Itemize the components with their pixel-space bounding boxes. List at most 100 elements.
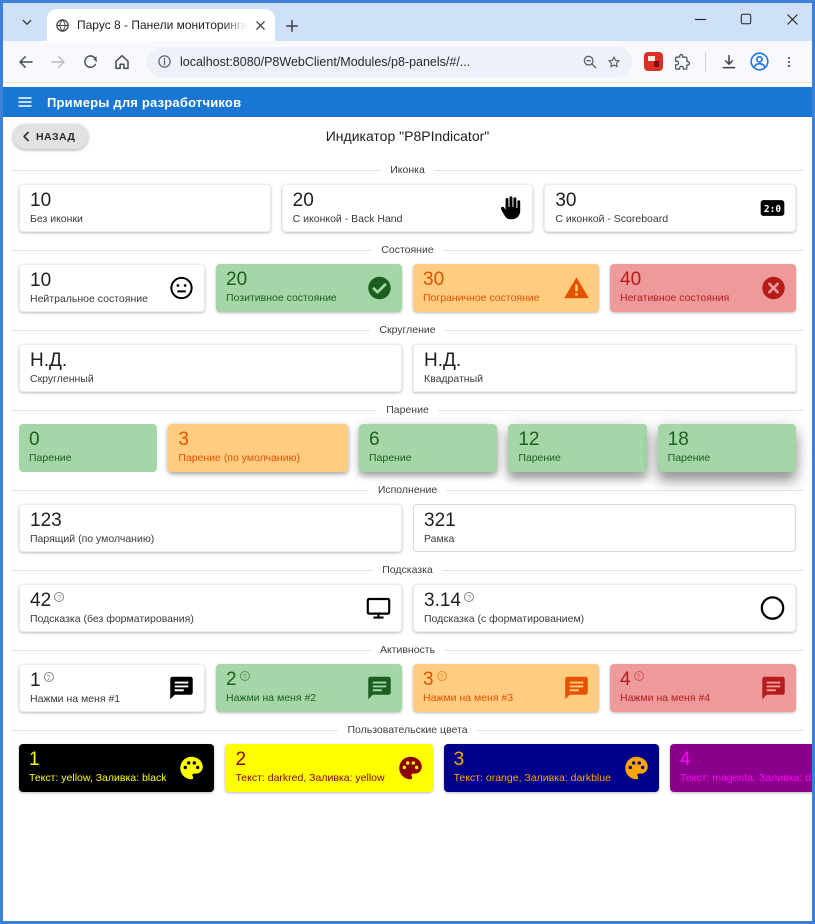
bookmark-star-icon[interactable]	[606, 54, 622, 70]
globe-icon	[55, 18, 70, 33]
divider-line	[11, 649, 371, 651]
indicator-value: 20	[226, 269, 248, 290]
divider-line	[11, 569, 374, 571]
new-tab-button[interactable]	[285, 19, 299, 33]
extension-red-icon[interactable]	[644, 52, 663, 71]
indicator-card[interactable]: 1? Нажми на меня #1	[19, 664, 205, 712]
check-circle-icon	[366, 275, 393, 302]
back-arrow-icon	[19, 55, 33, 68]
help-icon: ?	[54, 592, 65, 602]
back-hand-icon	[496, 195, 523, 222]
indicator-value: 4	[679, 749, 691, 770]
sentiment-neutral-icon	[168, 275, 195, 302]
section-cards-row: 123 Парящий (по умолчанию) 321 Рамка	[19, 504, 796, 552]
window-controls	[690, 9, 802, 29]
indicator-value: 3?	[423, 669, 589, 690]
divider-line	[476, 729, 805, 731]
indicator-value: 2?	[226, 669, 392, 690]
download-icon	[722, 54, 736, 68]
message-icon	[366, 675, 393, 702]
indicator-value: 1?	[30, 670, 194, 691]
divider-line	[11, 729, 339, 731]
indicator-caption: Парение	[667, 452, 711, 464]
indicator-card: 20 С иконкой - Back Hand	[281, 184, 534, 232]
indicator-card: 0 Парение	[19, 424, 158, 472]
indicator-value: 123	[30, 510, 62, 531]
reload-icon	[83, 55, 97, 68]
hamburger-menu-icon[interactable]	[17, 94, 33, 110]
indicator-value: 3	[453, 749, 465, 770]
chevron-left-icon	[23, 131, 29, 142]
indicator-card: 30 Пограничное состояние	[413, 264, 599, 312]
indicator-card: 18 Парение	[657, 424, 796, 472]
indicator-card: 3.14? Подсказка (с форматированием)	[413, 584, 796, 632]
back-chip-button[interactable]: НАЗАД	[13, 124, 89, 149]
section-divider: Иконка	[11, 164, 804, 176]
indicator-card: 30 С иконкой - Scoreboard 2:0	[544, 184, 796, 232]
page-title: Индикатор "P8PIndicator"	[325, 128, 490, 144]
profile-button[interactable]	[748, 51, 770, 73]
indicator-card[interactable]: 4? Нажми на меня #4	[610, 664, 796, 712]
browser-menu-button[interactable]	[776, 49, 802, 75]
indicator-card: 2 Текст: darkred, Заливка: yellow	[225, 744, 433, 792]
indicator-caption: Парение	[29, 452, 72, 464]
window-minimize-button[interactable]	[690, 9, 710, 29]
divider-line	[441, 569, 804, 571]
indicator-card[interactable]: 2? Нажми на меня #2	[216, 664, 402, 712]
zoom-icon[interactable]	[582, 54, 598, 70]
forward-button[interactable]	[45, 49, 71, 75]
help-icon: ?	[239, 671, 250, 681]
indicator-card: Н.Д. Скругленный	[19, 344, 402, 392]
url-text[interactable]: localhost:8080/P8WebClient/Modules/p8-pa…	[180, 54, 471, 69]
indicator-caption: Без иконки	[30, 213, 83, 225]
window-maximize-button[interactable]	[736, 9, 756, 29]
browser-tab[interactable]: Парус 8 - Панели мониторинга	[47, 9, 275, 41]
divider-line	[446, 489, 804, 491]
reload-button[interactable]	[77, 49, 103, 75]
divider-line	[11, 249, 373, 251]
help-icon: ?	[463, 592, 474, 602]
section-divider: Исполнение	[11, 484, 804, 496]
section-cards-row: 42? Подсказка (без форматирования) 3.14? По…	[19, 584, 796, 632]
home-button[interactable]	[109, 49, 135, 75]
indicator-card: 40 Негативное состояния	[610, 264, 796, 312]
section-label: Пользовательские цвета	[347, 724, 468, 736]
indicator-value: 42?	[30, 590, 391, 611]
sections-container: Иконка 10 Без иконки 20 С иконкой - Back Ha…	[3, 164, 812, 792]
tab-close-icon[interactable]	[254, 19, 267, 32]
back-button[interactable]	[13, 49, 39, 75]
section-label: Активность	[379, 644, 436, 656]
indicator-card: 10 Без иконки	[19, 184, 271, 232]
indicator-card: 321 Рамка	[413, 504, 796, 552]
back-chip-label: НАЗАД	[36, 130, 76, 143]
section-cards-row: 0 Парение 3 Парение (по умолчанию) 6 Парение 1…	[19, 424, 796, 472]
address-bar[interactable]: localhost:8080/P8WebClient/Modules/p8-pa…	[147, 46, 632, 77]
extensions-button[interactable]	[669, 49, 695, 75]
download-button[interactable]	[716, 49, 742, 75]
tab-search-button[interactable]	[13, 10, 41, 34]
indicator-value: Н.Д.	[30, 350, 68, 371]
indicator-caption: Подсказка (с форматированием)	[424, 613, 585, 625]
section-label: Состояние	[381, 244, 434, 256]
indicator-value: 30	[423, 269, 445, 290]
indicator-value: 3	[178, 429, 189, 450]
page-info-icon[interactable]	[157, 54, 172, 69]
divider-line	[442, 249, 804, 251]
message-icon	[760, 675, 787, 702]
indicator-card: 12 Парение	[508, 424, 647, 472]
divider-line	[433, 169, 804, 171]
indicator-card: 42? Подсказка (без форматирования)	[19, 584, 402, 632]
section-label: Скругление	[379, 324, 436, 336]
indicator-value: 1	[29, 749, 40, 770]
window-close-button[interactable]	[782, 9, 802, 29]
indicator-card: 3 Парение (по умолчанию)	[168, 424, 348, 472]
indicator-value: 20	[292, 190, 314, 211]
indicator-card: 3 Текст: orange, Заливка: darkblue	[443, 744, 659, 792]
message-icon	[168, 675, 195, 702]
section-divider: Состояние	[11, 244, 804, 256]
forward-arrow-icon	[51, 55, 65, 68]
indicator-caption: Текст: orange, Заливка: darkblue	[453, 772, 611, 784]
indicator-card[interactable]: 3? Нажми на меня #3	[413, 664, 599, 712]
plus-icon	[286, 20, 298, 32]
